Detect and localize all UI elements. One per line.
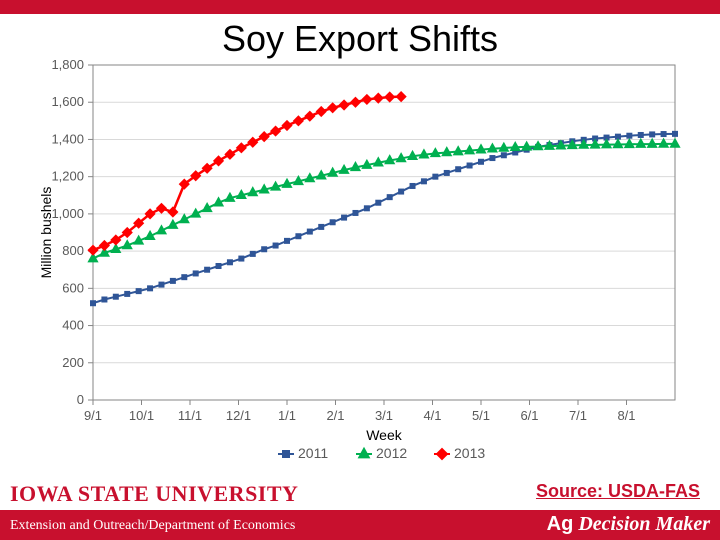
- footer-brand: Ag Decision Maker: [547, 513, 710, 536]
- svg-text:600: 600: [62, 280, 84, 295]
- chart-container: 0 200 400 600 800 1,000 1,200 1,400 1,600 1,800 9/…: [35, 60, 685, 470]
- svg-text:4/1: 4/1: [423, 408, 441, 423]
- svg-text:8/1: 8/1: [617, 408, 635, 423]
- svg-text:1,600: 1,600: [51, 94, 84, 109]
- svg-text:200: 200: [62, 355, 84, 370]
- svg-text:2/1: 2/1: [326, 408, 344, 423]
- svg-text:2012: 2012: [376, 445, 407, 461]
- chart-title: Soy Export Shifts: [0, 18, 720, 60]
- svg-text:2011: 2011: [298, 445, 328, 461]
- svg-text:2013: 2013: [454, 445, 485, 461]
- svg-text:10/1: 10/1: [129, 408, 154, 423]
- svg-text:7/1: 7/1: [569, 408, 587, 423]
- svg-text:Week: Week: [366, 427, 403, 443]
- svg-text:11/1: 11/1: [178, 408, 202, 423]
- svg-text:5/1: 5/1: [472, 408, 490, 423]
- svg-text:1,400: 1,400: [51, 131, 84, 146]
- top-red-bar: [0, 0, 720, 14]
- svg-text:9/1: 9/1: [84, 408, 102, 423]
- svg-text:3/1: 3/1: [375, 408, 393, 423]
- svg-text:12/1: 12/1: [226, 408, 251, 423]
- svg-text:800: 800: [62, 243, 84, 258]
- svg-text:0: 0: [77, 392, 84, 407]
- svg-text:400: 400: [62, 318, 84, 333]
- svg-text:1,000: 1,000: [51, 206, 84, 221]
- line-chart: 0 200 400 600 800 1,000 1,200 1,400 1,600 1,800 9/…: [35, 60, 685, 470]
- svg-text:1,200: 1,200: [51, 169, 84, 184]
- svg-text:6/1: 6/1: [520, 408, 538, 423]
- svg-text:Million bushels: Million bushels: [38, 187, 54, 279]
- svg-text:1,800: 1,800: [51, 60, 84, 72]
- university-logo-text: IOWA STATE UNIVERSITY: [10, 481, 298, 507]
- svg-text:1/1: 1/1: [278, 408, 296, 423]
- source-label: Source: USDA-FAS: [536, 481, 700, 502]
- footer-bar: Extension and Outreach/Department of Eco…: [0, 510, 720, 540]
- footer-department: Extension and Outreach/Department of Eco…: [10, 518, 295, 534]
